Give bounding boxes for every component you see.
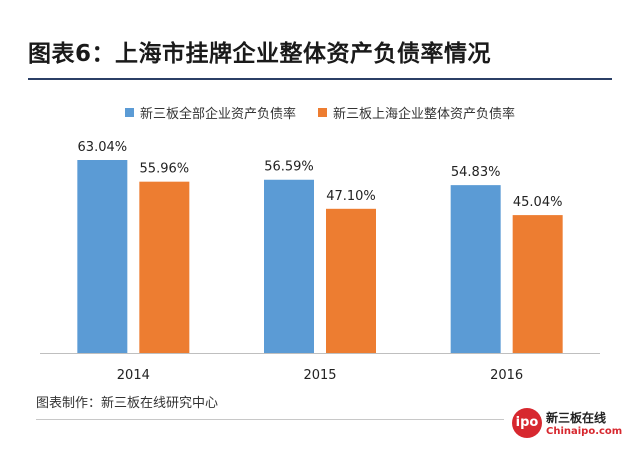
legend-swatch-all <box>124 108 134 117</box>
footer-divider <box>36 419 504 420</box>
page-title: 图表6：上海市挂牌企业整体资产负债率情况 <box>28 41 492 67</box>
legend-label-shanghai: 新三板上海企业整体资产负债率 <box>333 107 516 122</box>
data-label-2014-all: 63.04% <box>78 140 128 155</box>
data-label-2016-shanghai: 45.04% <box>513 195 563 210</box>
bar-2014-all <box>77 160 128 353</box>
legend-item-all: 新三板全部企业资产负债率 <box>124 103 296 122</box>
bar-2014-shanghai <box>139 181 190 353</box>
data-label-2015-all: 56.59% <box>264 160 314 175</box>
data-label-2015-shanghai: 47.10% <box>326 189 376 204</box>
brand-logo: ipo 新三板在线 Chinaipo.com <box>512 406 622 446</box>
title-divider <box>28 78 612 80</box>
legend-swatch-shanghai <box>318 108 327 117</box>
chart-legend: 新三板全部企业资产负债率 新三板上海企业整体资产负债率 <box>0 103 640 122</box>
logo-name-en: Chinaipo.com <box>546 426 623 437</box>
bar-2015-shanghai <box>326 208 376 353</box>
legend-label-all: 新三板全部企业资产负债率 <box>139 107 296 122</box>
bar-2015-all <box>264 179 314 353</box>
x-tick-label-2014: 2014 <box>117 368 150 383</box>
x-tick-label-2015: 2015 <box>303 368 336 383</box>
data-label-2016-all: 54.83% <box>451 165 501 180</box>
logo-name-cn: 新三板在线 <box>546 411 607 425</box>
x-tick-label-2016: 2016 <box>490 368 523 383</box>
legend-item-shanghai: 新三板上海企业整体资产负债率 <box>318 103 515 122</box>
source-note: 图表制作：新三板在线研究中心 <box>36 396 219 411</box>
bar-2016-all <box>450 185 501 353</box>
bar-2016-shanghai <box>512 215 563 353</box>
data-label-2014-shanghai: 55.96% <box>140 162 190 177</box>
logo-mark: ipo <box>512 408 542 438</box>
